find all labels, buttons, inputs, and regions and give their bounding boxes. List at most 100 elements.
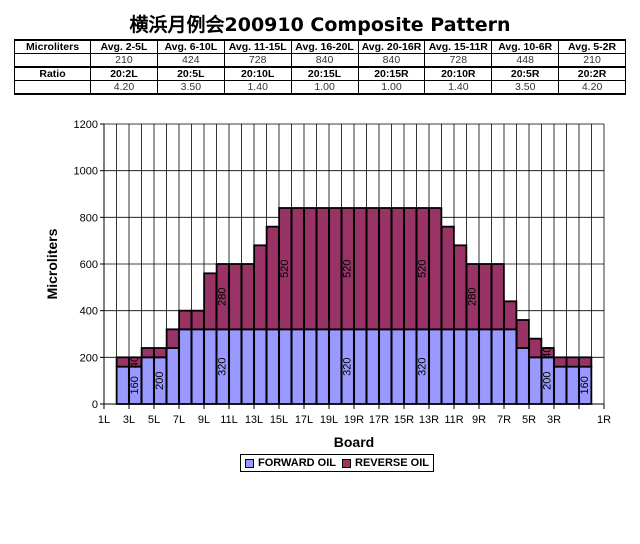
reverse-oil-bar — [403, 207, 418, 331]
forward-oil-bar — [115, 365, 130, 405]
forward-oil-bar — [503, 328, 518, 405]
forward-oil-bar — [290, 328, 305, 405]
forward-oil-bar — [140, 356, 155, 405]
forward-oil-bar — [490, 328, 505, 405]
reverse-oil-bar — [190, 309, 205, 331]
forward-oil-bar — [353, 328, 368, 405]
forward-oil-bar — [253, 328, 268, 405]
reverse-oil-bar — [528, 337, 543, 359]
x-tick-label: 11L — [220, 414, 238, 426]
microliters-value: 210 — [90, 53, 158, 68]
reverse-oil-bar — [253, 244, 268, 331]
y-tick-label: 800 — [80, 212, 98, 224]
reverse-oil-bar — [203, 272, 218, 331]
reverse-oil-bar — [115, 356, 130, 368]
forward-oil-bar — [390, 328, 405, 405]
forward-oil-bar — [528, 356, 543, 405]
reverse-oil-bar — [140, 347, 155, 359]
x-tick-label: 15L — [270, 414, 288, 426]
forward-oil-bar — [478, 328, 493, 405]
forward-oil-bar — [265, 328, 280, 405]
chart-title: 横浜月例会200910 Composite Pattern — [129, 14, 511, 36]
empty-cell — [14, 53, 91, 68]
forward-oil-bar — [228, 328, 243, 405]
microliters-header-row: Microliters Avg. 2-5L Avg. 6-10L Avg. 11… — [14, 39, 626, 54]
forward-oil-bar — [440, 328, 455, 405]
reverse-oil-bar — [490, 263, 505, 331]
ratio-header-row: Ratio 20:2L 20:5L 20:10L 20:15L 20:15R 2… — [14, 66, 626, 81]
data-label: 320 — [417, 357, 429, 375]
column-header: Avg. 11-15L — [223, 39, 292, 54]
forward-oil-bar — [365, 328, 380, 405]
x-axis-title: Board — [334, 434, 374, 450]
reverse-swatch-icon — [342, 458, 352, 468]
data-label: 320 — [342, 357, 354, 375]
reverse-oil-bar — [478, 263, 493, 331]
forward-oil-bar — [165, 347, 180, 405]
forward-oil-bar — [515, 347, 530, 405]
x-tick-label: 1R — [597, 414, 611, 426]
legend-label: FORWARD OIL — [258, 457, 337, 469]
data-label: 280 — [467, 287, 479, 305]
x-tick-label: 9R — [472, 414, 486, 426]
reverse-oil-bar — [503, 300, 518, 331]
y-tick-label: 1200 — [74, 119, 98, 131]
reverse-oil-bar — [353, 207, 368, 331]
microliters-value: 840 — [290, 53, 359, 68]
data-label: 40 — [542, 347, 554, 359]
ratio-value: 1.40 — [223, 80, 292, 95]
reverse-oil-bar — [165, 328, 180, 349]
forward-oil-bar — [453, 328, 468, 405]
y-tick-label: 1000 — [74, 166, 98, 178]
x-tick-label: 19L — [320, 414, 338, 426]
reverse-oil-bar — [290, 207, 305, 331]
reverse-oil-bar — [228, 263, 243, 331]
data-label: 40 — [129, 356, 141, 368]
data-label: 320 — [217, 357, 229, 375]
forward-swatch-icon — [245, 458, 254, 468]
reverse-oil-bar — [328, 207, 343, 331]
x-tick-label: 1L — [98, 414, 110, 426]
forward-oil-bar — [278, 328, 293, 405]
forward-oil-bar — [328, 328, 343, 405]
reverse-oil-bar — [240, 263, 255, 331]
reverse-oil-bar — [428, 207, 443, 331]
x-tick-label: 5R — [522, 414, 536, 426]
reverse-oil-bar — [390, 207, 405, 331]
forward-oil-bar — [303, 328, 318, 405]
reverse-oil-bar — [565, 356, 580, 368]
x-tick-label: 13R — [419, 414, 439, 426]
reverse-oil-bar — [153, 347, 168, 359]
forward-oil-bar — [178, 328, 193, 405]
column-header: Avg. 15-11R — [424, 39, 493, 54]
reverse-oil-bar — [540, 347, 555, 359]
forward-oil-bar — [378, 328, 393, 405]
y-tick-label: 400 — [80, 306, 98, 318]
y-tick-label: 600 — [80, 259, 98, 271]
reverse-oil-bar — [378, 207, 393, 331]
microliters-value: 448 — [491, 53, 560, 68]
forward-oil-bar — [403, 328, 418, 405]
x-tick-label: 17L — [295, 414, 313, 426]
reverse-oil-bar — [303, 207, 318, 331]
legend: FORWARD OIL REVERSE OIL — [240, 454, 434, 472]
x-tick-label: 9L — [198, 414, 210, 426]
reverse-oil-bar — [453, 244, 468, 331]
legend-item-reverse: REVERSE OIL — [342, 457, 429, 469]
data-label: 160 — [579, 376, 591, 394]
column-header: Avg. 5-2R — [558, 39, 626, 54]
legend-label: REVERSE OIL — [355, 457, 429, 469]
column-header: Avg. 16-20L — [290, 39, 359, 54]
data-label: 200 — [154, 371, 166, 389]
microliters-value: 210 — [558, 53, 626, 68]
x-tick-label: 3R — [547, 414, 561, 426]
reverse-oil-bar — [578, 356, 593, 368]
data-label: 280 — [217, 287, 229, 305]
forward-oil-bar — [465, 328, 480, 405]
x-tick-label: 3L — [123, 414, 135, 426]
forward-oil-bar — [565, 365, 580, 405]
reverse-oil-bar — [553, 356, 568, 368]
y-axis-title: Microliters — [44, 228, 60, 299]
empty-cell — [14, 80, 91, 95]
